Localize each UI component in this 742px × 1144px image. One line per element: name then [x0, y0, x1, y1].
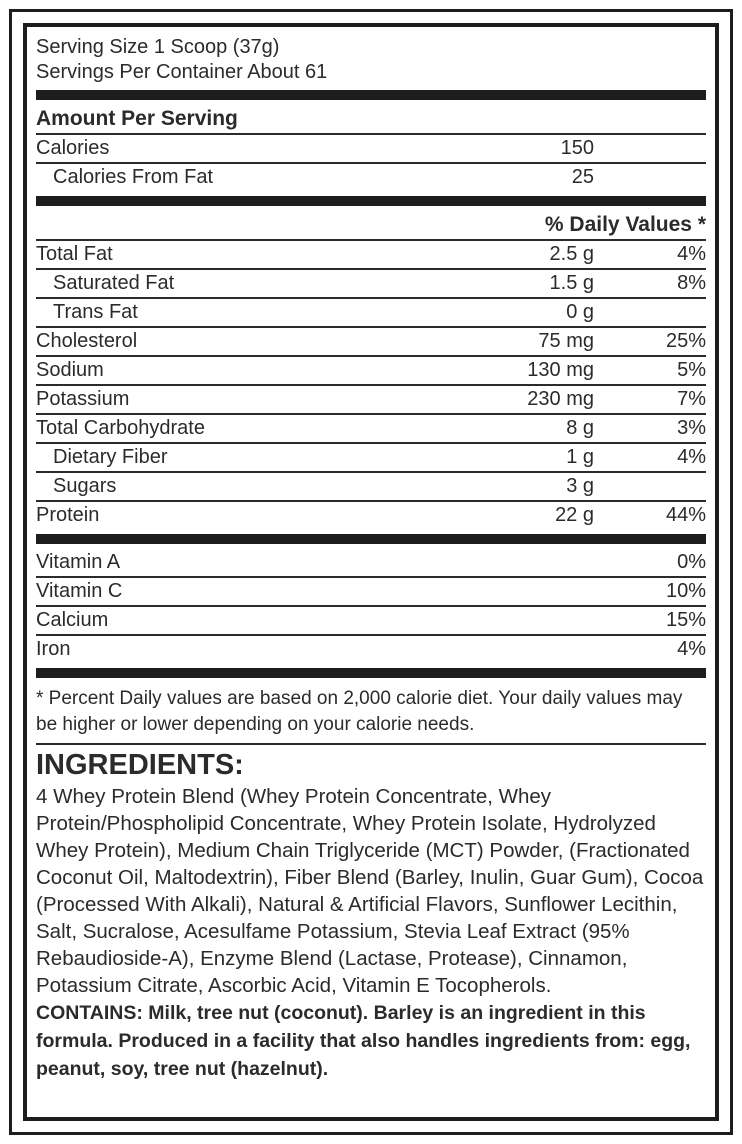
nutrient-row: Potassium 230 mg 7%	[36, 386, 706, 415]
ingredients-heading: INGREDIENTS:	[36, 749, 244, 781]
vitamin-label: Vitamin C	[36, 580, 123, 602]
vitamin-daily-value: 0%	[677, 551, 706, 573]
nutrient-row: Sodium 130 mg 5%	[36, 357, 706, 386]
daily-values-footnote: * Percent Daily values are based on 2,00…	[36, 683, 706, 745]
calories-from-fat-value: 25	[571, 166, 594, 188]
vitamin-label: Vitamin A	[36, 551, 121, 573]
nutrient-label: Total Carbohydrate	[36, 417, 205, 439]
vitamin-daily-value: 15%	[665, 609, 706, 631]
nutrient-daily-value: 7%	[677, 388, 706, 410]
nutrient-label: Cholesterol	[36, 330, 138, 352]
vitamin-row: Iron 4%	[36, 636, 706, 663]
vitamin-rows: Vitamin A 0% Vitamin C 10% Calcium 15% Iron 4%	[36, 549, 706, 663]
nutrient-row: Trans Fat 0 g	[36, 299, 706, 328]
nutrient-amount: 22 g	[555, 504, 594, 526]
nutrient-daily-value: 4%	[677, 243, 706, 265]
vitamin-label: Calcium	[36, 609, 109, 631]
nutrient-amount: 230 mg	[527, 388, 594, 410]
nutrient-label: Saturated Fat	[53, 272, 175, 294]
nutrient-amount: 8 g	[566, 417, 594, 439]
amount-per-serving-heading: Amount Per Serving	[36, 105, 706, 135]
servings-per-container-line: Servings Per Container About 61	[36, 61, 328, 83]
vitamin-row: Vitamin A 0%	[36, 549, 706, 578]
daily-values-header: % Daily Values *	[36, 211, 706, 241]
nutrient-amount: 75 mg	[538, 330, 594, 352]
nutrient-row: Protein 22 g 44%	[36, 502, 706, 529]
calories-from-fat-row: Calories From Fat 25	[36, 164, 706, 191]
nutrient-amount: 1.5 g	[549, 272, 594, 294]
nutrient-label: Total Fat	[36, 243, 113, 265]
nutrient-amount: 3 g	[566, 475, 594, 497]
vitamin-daily-value: 10%	[665, 580, 706, 602]
vitamin-row: Calcium 15%	[36, 607, 706, 636]
nutrient-row: Cholesterol 75 mg 25%	[36, 328, 706, 357]
nutrient-label: Trans Fat	[53, 301, 138, 323]
nutrient-row: Total Carbohydrate 8 g 3%	[36, 415, 706, 444]
calories-row: Calories 150	[36, 135, 706, 164]
nutrient-amount: 130 mg	[527, 359, 594, 381]
separator-bar	[36, 196, 706, 206]
nutrient-daily-value: 3%	[677, 417, 706, 439]
nutrient-daily-value: 5%	[677, 359, 706, 381]
nutrient-label: Dietary Fiber	[53, 446, 168, 468]
calories-rows: Calories 150 Calories From Fat 25	[36, 135, 706, 191]
nutrient-row: Sugars 3 g	[36, 473, 706, 502]
calories-value: 150	[560, 137, 594, 159]
nutrient-label: Sodium	[36, 359, 104, 381]
nutrient-label: Protein	[36, 504, 100, 526]
separator-bar	[36, 668, 706, 678]
calories-label: Calories	[36, 137, 110, 159]
nutrient-row: Total Fat 2.5 g 4%	[36, 241, 706, 270]
nutrient-row: Dietary Fiber 1 g 4%	[36, 444, 706, 473]
nutrient-amount: 1 g	[566, 446, 594, 468]
nutrient-label: Potassium	[36, 388, 130, 410]
nutrient-row: Saturated Fat 1.5 g 8%	[36, 270, 706, 299]
separator-bar	[36, 534, 706, 544]
vitamin-daily-value: 4%	[677, 638, 706, 660]
nutrient-amount: 0 g	[566, 301, 594, 323]
allergen-contains-text: CONTAINS: Milk, tree nut (coconut). Barl…	[36, 1002, 691, 1080]
nutrition-facts-label: Serving Size 1 Scoop (37g) Servings Per …	[23, 23, 719, 1121]
ingredients-text: 4 Whey Protein Blend (Whey Protein Conce…	[36, 785, 704, 997]
nutrient-daily-value: 4%	[677, 446, 706, 468]
vitamin-label: Iron	[36, 638, 71, 660]
nutrient-amount: 2.5 g	[549, 243, 594, 265]
separator-bar	[36, 90, 706, 100]
nutrient-rows: Total Fat 2.5 g 4% Saturated Fat 1.5 g 8% Tran…	[36, 241, 706, 529]
nutrient-daily-value: 25%	[665, 330, 706, 352]
serving-size-line: Serving Size 1 Scoop (37g)	[36, 36, 280, 58]
vitamin-row: Vitamin C 10%	[36, 578, 706, 607]
nutrient-label: Sugars	[53, 475, 117, 497]
nutrient-daily-value: 8%	[677, 272, 706, 294]
outer-frame: Serving Size 1 Scoop (37g) Servings Per …	[9, 9, 733, 1135]
nutrient-daily-value: 44%	[665, 504, 706, 526]
calories-from-fat-label: Calories From Fat	[53, 166, 214, 188]
